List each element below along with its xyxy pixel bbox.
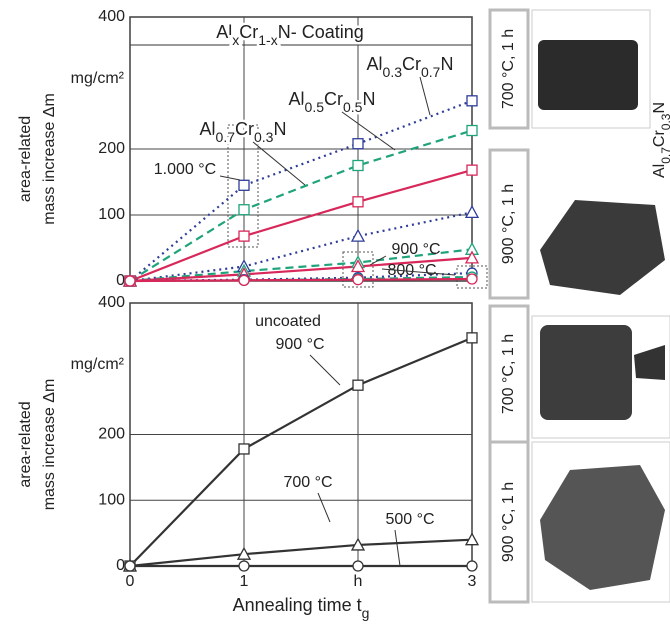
leader <box>342 112 395 150</box>
text-part: Al <box>651 164 668 178</box>
x-axis-label: Annealing time tg <box>233 595 370 621</box>
subscript: 0.7 <box>421 64 441 80</box>
subscript: 0.3 <box>254 129 274 145</box>
marker <box>239 444 249 454</box>
marker <box>353 275 363 285</box>
marker <box>353 139 363 149</box>
subscript: 0.7 <box>216 129 236 145</box>
leader <box>420 77 430 115</box>
leader <box>220 176 240 180</box>
photo-label: 900 °C, 1 h <box>500 184 517 264</box>
marker <box>239 205 249 215</box>
y-tick-label: 100 <box>98 491 125 508</box>
photo-label: 900 °C, 1 h <box>500 482 517 562</box>
leader <box>395 530 400 566</box>
y-axis-label: area-related <box>17 401 34 487</box>
leader <box>310 355 340 385</box>
y-unit: mg/cm² <box>71 70 125 87</box>
marker <box>353 161 363 171</box>
subscript: 1-x <box>258 32 277 48</box>
marker <box>467 274 477 284</box>
text-part: Al <box>200 119 216 139</box>
marker <box>239 180 249 190</box>
marker <box>353 561 363 571</box>
chart-title: AlxCr1-xN- Coating <box>216 22 364 48</box>
marker <box>352 230 364 241</box>
text-part: N <box>440 54 453 74</box>
y-tick-label: 0 <box>116 557 125 574</box>
text-part: Cr <box>235 119 254 139</box>
composition-label: Al0.3Cr0.7N <box>367 54 454 80</box>
y-tick-label: 0 <box>116 272 125 289</box>
y-tick-label: 400 <box>98 294 125 311</box>
text-part: Cr <box>324 89 343 109</box>
series-label: 500 °C <box>385 511 434 528</box>
series-label: 900 °C <box>275 336 324 353</box>
marker <box>467 333 477 343</box>
y-axis-label: mass increase Δm <box>41 379 58 511</box>
marker <box>239 231 249 241</box>
data-line <box>130 338 472 566</box>
subscript: x <box>232 32 239 48</box>
text-part: Al <box>216 22 232 42</box>
y-unit: mg/cm² <box>71 356 125 373</box>
x-tick-label: 0 <box>126 573 135 590</box>
y-tick-label: 200 <box>98 140 125 157</box>
text-part: Cr <box>402 54 421 74</box>
marker <box>125 276 135 286</box>
text-part: Al <box>289 89 305 109</box>
marker <box>353 380 363 390</box>
text-part: N <box>362 89 375 109</box>
photo <box>540 325 632 420</box>
subscript: 0.3 <box>383 64 403 80</box>
photo-label: 700 °C, 1 h <box>500 29 517 109</box>
photo-label: 700 °C, 1 h <box>500 334 517 414</box>
y-axis-label: mass increase Δm <box>41 93 58 225</box>
leader <box>253 142 305 185</box>
subscript: 0.5 <box>343 99 363 115</box>
subscript: g <box>362 605 370 621</box>
text-part: N <box>273 119 286 139</box>
text-part: Al <box>367 54 383 74</box>
text-part: N- Coating <box>278 22 364 42</box>
photo-caption: Al0.7Cr0.3N <box>651 102 670 178</box>
y-tick-label: 200 <box>98 426 125 443</box>
text-part: Cr <box>651 130 668 148</box>
group-label: 1.000 °C <box>154 161 216 178</box>
marker <box>467 96 477 106</box>
text-part: Cr <box>239 22 258 42</box>
data-line <box>130 540 472 566</box>
y-axis-label: area-related <box>17 116 34 202</box>
composition-label: Al0.7Cr0.3N <box>200 119 287 145</box>
x-tick-label: h <box>354 573 363 590</box>
x-tick-label: 1 <box>240 573 249 590</box>
series-label: 700 °C <box>283 474 332 491</box>
x-tick-label: 3 <box>468 573 477 590</box>
y-tick-label: 100 <box>98 206 125 223</box>
marker <box>466 206 478 217</box>
text-part: N <box>651 102 668 114</box>
data-line <box>130 131 472 281</box>
marker <box>467 126 477 136</box>
group-label: 800 °C <box>387 262 436 279</box>
marker <box>239 561 249 571</box>
annotation: uncoated <box>255 313 321 330</box>
marker <box>467 165 477 175</box>
marker <box>353 197 363 207</box>
marker <box>125 561 135 571</box>
leader <box>318 493 330 522</box>
photo <box>538 40 638 110</box>
subscript: 0.5 <box>305 99 325 115</box>
y-tick-label: 400 <box>98 8 125 25</box>
text-part: Annealing time t <box>233 595 362 615</box>
composition-label: Al0.5Cr0.5N <box>289 89 376 115</box>
marker <box>467 561 477 571</box>
figure: 0100200400area-relatedmass increase Δmmg… <box>0 0 670 624</box>
subscript: 0.7 <box>659 147 670 164</box>
group-label: 900 °C <box>391 241 440 258</box>
subscript: 0.3 <box>659 113 670 130</box>
marker <box>239 275 249 285</box>
